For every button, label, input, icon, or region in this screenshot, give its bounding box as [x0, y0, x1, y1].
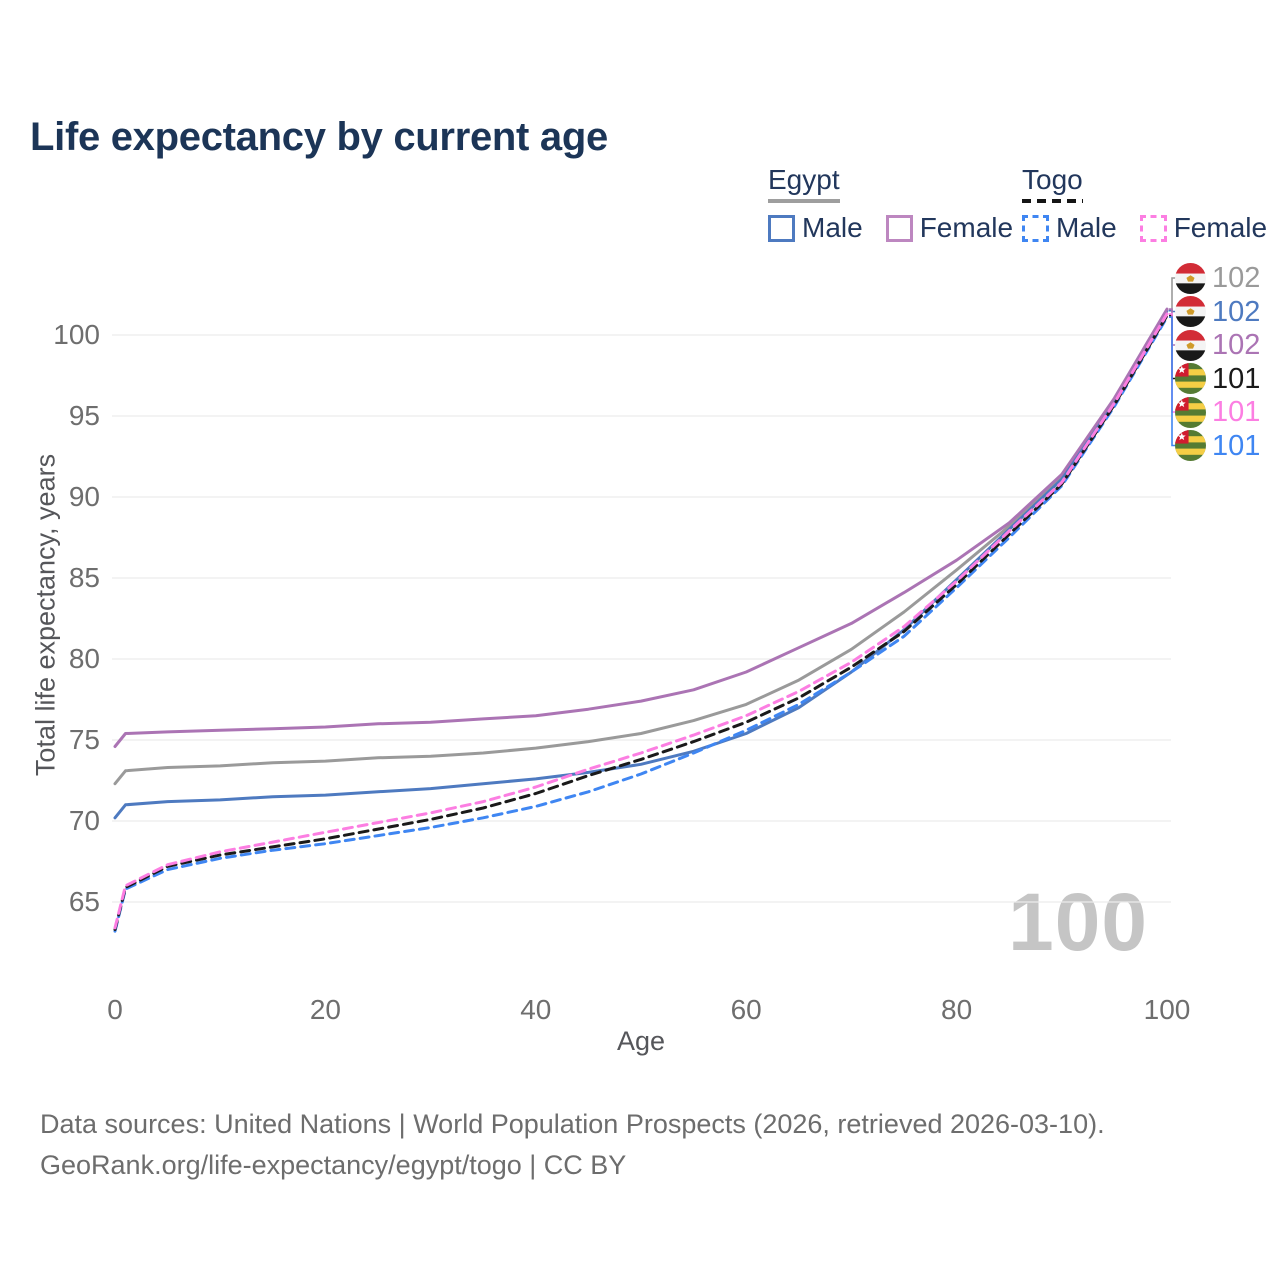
- footer-attribution: Data sources: United Nations | World Pop…: [40, 1104, 1105, 1186]
- series-end-value-egypt-both: 102: [1212, 262, 1261, 294]
- x-tick-label-40: 40: [520, 994, 552, 1025]
- x-tick-label-60: 60: [730, 994, 762, 1025]
- series-end-value-egypt-female: 102: [1212, 329, 1261, 361]
- legend-swatch-togo-male[interactable]: [1022, 214, 1049, 242]
- togo-flag-icon: [1175, 430, 1206, 461]
- footer-data-sources: Data sources: United Nations | World Pop…: [40, 1109, 1105, 1139]
- y-tick-label-65: 65: [68, 886, 100, 917]
- y-tick-label-75: 75: [68, 724, 100, 755]
- legend-label-togo-male[interactable]: Male: [1056, 212, 1117, 243]
- legend-group-header-egypt[interactable]: Egypt: [768, 164, 840, 203]
- legend-swatch-togo-female[interactable]: [1139, 214, 1167, 242]
- leader-line-togo-male: [1169, 316, 1177, 447]
- x-tick-label-80: 80: [941, 994, 973, 1025]
- end-label-row-togo-male: 101: [1175, 430, 1260, 462]
- series-end-value-togo-male: 101: [1212, 429, 1261, 462]
- y-tick-label-80: 80: [68, 643, 100, 674]
- legend-group-egypt: Egypt Male Female: [768, 164, 1036, 244]
- series-line-egypt-female: [113, 307, 1169, 748]
- legend-swatch-egypt-female[interactable]: [885, 214, 913, 242]
- y-tick-label-100: 100: [53, 319, 100, 350]
- end-label-row-egypt-female: 102: [1175, 329, 1260, 361]
- egypt-flag-icon: [1175, 296, 1206, 327]
- x-axis-title: Age: [616, 1026, 666, 1056]
- egypt-flag-icon: [1175, 262, 1206, 294]
- end-label-row-togo-both: 101: [1175, 363, 1260, 395]
- series-line-egypt-male: [113, 309, 1169, 820]
- legend-items: Male Female: [768, 212, 1036, 244]
- series-end-value-togo-both: 101: [1212, 362, 1261, 395]
- watermark-age-100: 100: [1008, 877, 1148, 968]
- x-tick-label-100: 100: [1143, 994, 1191, 1025]
- x-tick-label-20: 20: [309, 994, 341, 1025]
- legend-group-title: Togo: [1022, 164, 1083, 195]
- end-label-row-togo-female: 101: [1175, 396, 1260, 428]
- togo-flag-icon: [1175, 363, 1206, 394]
- series-end-value-egypt-male: 102: [1212, 295, 1261, 328]
- series-line-togo-female: [113, 312, 1169, 930]
- togo-flag-icon: [1175, 396, 1206, 428]
- legend-swatch-egypt-male[interactable]: [768, 214, 795, 242]
- y-tick-label-95: 95: [68, 400, 100, 431]
- series-line-togo-male: [113, 315, 1169, 933]
- series-line-egypt-both: [113, 308, 1169, 786]
- legend-group-title: Egypt: [768, 164, 840, 195]
- legend-label-egypt-male[interactable]: Male: [802, 212, 863, 243]
- legend-group-togo: Togo Male Female: [1022, 164, 1280, 244]
- y-tick-label-85: 85: [68, 562, 100, 593]
- series-line-togo-both: [113, 314, 1169, 931]
- end-label-row-egypt-both: 102: [1175, 262, 1260, 294]
- legend-group-header-togo[interactable]: Togo: [1022, 164, 1083, 203]
- legend-label-togo-female[interactable]: Female: [1173, 212, 1268, 243]
- y-tick-label-90: 90: [68, 481, 100, 512]
- footer-url-license: GeoRank.org/life-expectancy/egypt/togo |…: [40, 1150, 627, 1180]
- x-tick-label-0: 0: [107, 994, 123, 1025]
- series-end-value-togo-female: 101: [1212, 396, 1261, 428]
- legend-label-egypt-female[interactable]: Female: [919, 212, 1014, 243]
- end-label-row-egypt-male: 102: [1175, 296, 1260, 328]
- legend-group-underline: [768, 199, 840, 203]
- y-tick-label-70: 70: [68, 805, 100, 836]
- legend-group-underline: [1022, 199, 1083, 203]
- chart-title: Life expectancy by current age: [30, 114, 608, 159]
- egypt-flag-icon: [1175, 329, 1206, 361]
- legend-items: Male Female: [1022, 212, 1280, 244]
